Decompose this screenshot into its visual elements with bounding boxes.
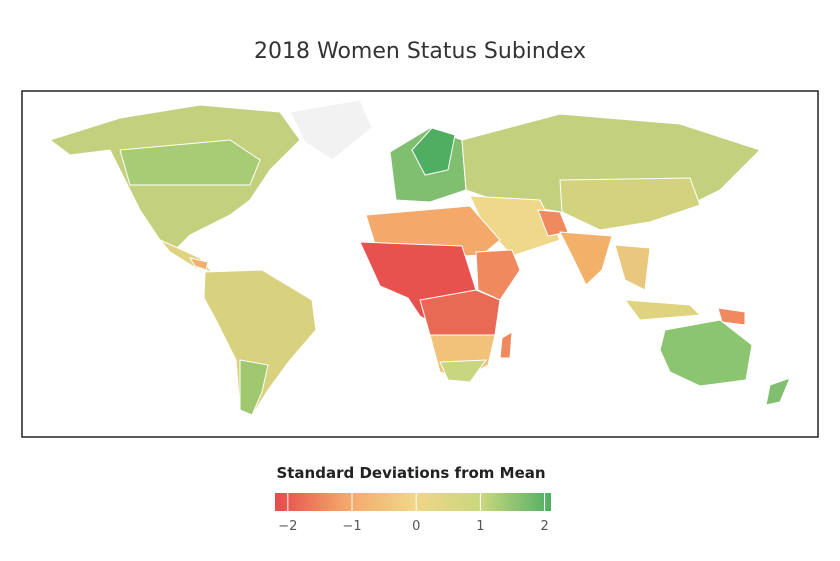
legend-title: Standard Deviations from Mean bbox=[276, 464, 545, 482]
tick-label: 2 bbox=[540, 519, 548, 534]
color-bar bbox=[275, 493, 551, 511]
tick-label: −1 bbox=[342, 519, 361, 534]
map-title: 2018 Women Status Subindex bbox=[254, 39, 586, 64]
world-map bbox=[48, 99, 791, 416]
tick-label: −2 bbox=[278, 519, 297, 534]
tick-label: 1 bbox=[476, 519, 484, 534]
tick-label: 0 bbox=[412, 519, 420, 534]
